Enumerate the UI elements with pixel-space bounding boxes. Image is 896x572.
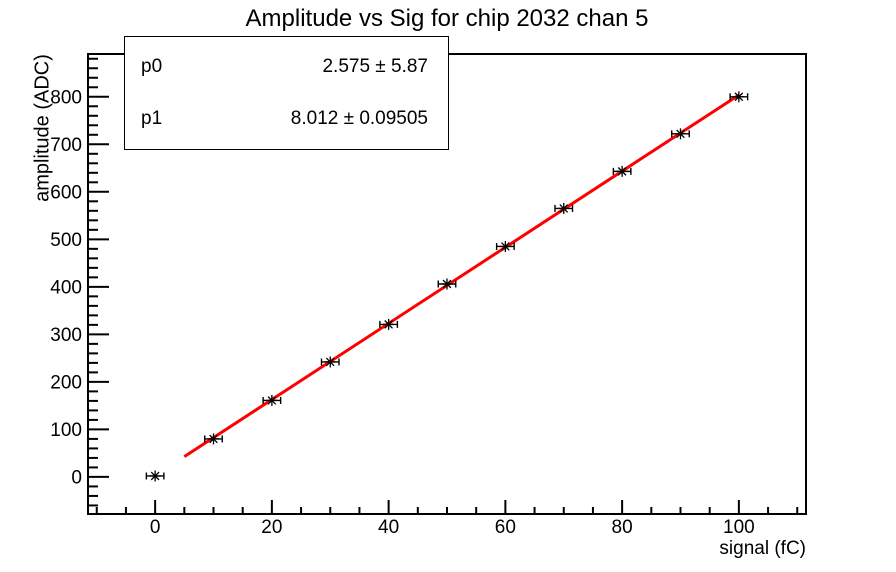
chart-title: Amplitude vs Sig for chip 2032 chan 5: [245, 5, 649, 32]
y-tick-label: 200: [50, 372, 82, 393]
stats-param-name: p0: [141, 56, 163, 77]
stats-param-value: 2.575 ± 5.87: [322, 56, 428, 77]
x-tick-label: 40: [378, 517, 399, 538]
x-tick-label: 80: [612, 517, 633, 538]
data-point-marker: [501, 242, 510, 251]
fit-line: [183, 93, 740, 458]
y-tick-label: 800: [50, 87, 82, 108]
y-axis-title: amplitude (ADC): [31, 54, 54, 202]
stats-row-p0: p0 2.575 ± 5.87: [141, 56, 428, 78]
data-point-marker: [325, 357, 335, 367]
y-tick-label: 700: [50, 135, 82, 156]
y-tick-label: 500: [50, 230, 82, 251]
x-tick-label: 0: [150, 517, 161, 538]
y-tick-label: 600: [50, 182, 82, 203]
y-tick-label: 0: [71, 467, 82, 488]
data-point-marker: [150, 471, 160, 481]
x-tick-label: 60: [495, 517, 516, 538]
data-point-marker: [267, 396, 277, 405]
x-tick-label: 20: [261, 517, 282, 538]
stats-param-value: 8.012 ± 0.09505: [290, 108, 428, 129]
data-point-marker: [442, 279, 452, 289]
data-point-marker: [209, 434, 218, 444]
x-tick-label: 100: [723, 517, 755, 538]
y-tick-label: 300: [50, 325, 82, 346]
stats-row-p1: p1 8.012 ± 0.09505: [141, 108, 428, 130]
y-tick-label: 100: [50, 420, 82, 441]
stats-param-name: p1: [141, 108, 163, 129]
data-point-marker: [559, 204, 569, 213]
data-point-marker: [676, 129, 685, 139]
data-point-marker: [734, 92, 744, 102]
data-point-marker: [617, 167, 627, 176]
y-tick-label: 400: [50, 277, 82, 298]
data-point-marker: [384, 320, 393, 329]
fit-stats-box: p0 2.575 ± 5.87 p1 8.012 ± 0.09505: [124, 36, 449, 150]
x-axis-title: signal (fC): [719, 538, 806, 559]
